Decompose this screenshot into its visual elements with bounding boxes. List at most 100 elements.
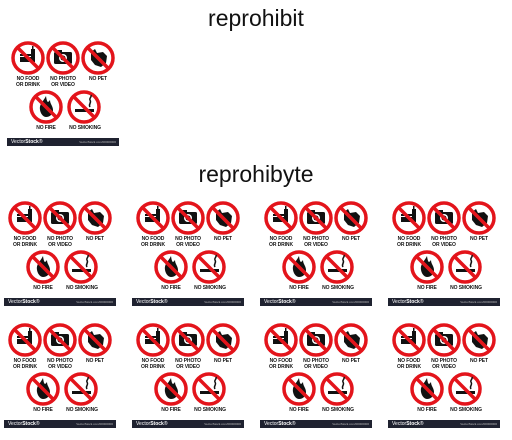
label-no-fire: NO FIRE — [417, 407, 437, 413]
no-fire-icon — [282, 372, 316, 406]
label-no-photo: NO PHOTO OR VIDEO — [431, 236, 457, 248]
brand-watermark: VectorStock® — [8, 299, 40, 305]
brand-watermark: VectorStock® — [11, 139, 43, 145]
label-no-food: NO FOOD OR DRINK — [13, 236, 37, 248]
no-smoking-icon — [448, 250, 482, 284]
brand-watermark: VectorStock® — [392, 299, 424, 305]
prohibition-signs-image-top[interactable]: NO FOOD OR DRINK NO PHOTO OR VIDEO NO PET … — [7, 38, 119, 146]
label-no-pet: NO PET — [341, 236, 360, 242]
watermark-bar: VectorStock® VectorStock.com/00000000 — [132, 298, 244, 306]
image-id-text: VectorStock.com/00000000 — [332, 422, 369, 426]
no-fire-icon — [29, 90, 63, 124]
label-no-smoking: NO SMOKING — [66, 407, 98, 413]
label-no-smoking: NO SMOKING — [66, 285, 98, 291]
brand-watermark: VectorStock® — [136, 299, 168, 305]
no-pet-icon — [462, 201, 496, 235]
prohibition-signs-image[interactable]: NO FOOD OR DRINK NO PHOTO OR VIDEO NO PET … — [4, 198, 116, 306]
label-no-photo: NO PHOTO OR VIDEO — [303, 358, 329, 370]
image-id-text: VectorStock.com/00000000 — [79, 140, 116, 144]
watermark-bar: VectorStock® VectorStock.com/00000000 — [4, 420, 116, 428]
no-food-icon — [264, 201, 298, 235]
label-no-food: NO FOOD OR DRINK — [397, 358, 421, 370]
label-no-smoking: NO SMOKING — [194, 407, 226, 413]
no-smoking-icon — [448, 372, 482, 406]
label-no-food: NO FOOD OR DRINK — [13, 358, 37, 370]
no-photo-icon — [427, 201, 461, 235]
label-no-photo: NO PHOTO OR VIDEO — [303, 236, 329, 248]
no-food-icon — [8, 201, 42, 235]
watermark-bar: VectorStock® VectorStock.com/00000000 — [260, 420, 372, 428]
no-smoking-icon — [67, 90, 101, 124]
no-photo-icon — [299, 201, 333, 235]
no-smoking-icon — [320, 250, 354, 284]
prohibition-signs-image[interactable]: NO FOOD OR DRINK NO PHOTO OR VIDEO NO PET … — [132, 320, 244, 428]
label-no-photo: NO PHOTO OR VIDEO — [47, 236, 73, 248]
prohibition-signs-image[interactable]: NO FOOD OR DRINK NO PHOTO OR VIDEO NO PET … — [4, 320, 116, 428]
label-no-food: NO FOOD OR DRINK — [269, 358, 293, 370]
image-id-text: VectorStock.com/00000000 — [76, 422, 113, 426]
no-pet-icon — [206, 323, 240, 357]
label-no-smoking: NO SMOKING — [322, 407, 354, 413]
no-smoking-icon — [192, 372, 226, 406]
label-no-smoking: NO SMOKING — [450, 285, 482, 291]
label-no-smoking: NO SMOKING — [194, 285, 226, 291]
no-pet-icon — [206, 201, 240, 235]
no-food-icon — [8, 323, 42, 357]
label-no-fire: NO FIRE — [33, 407, 53, 413]
label-no-pet: NO PET — [213, 358, 232, 364]
no-pet-icon — [78, 323, 112, 357]
no-fire-icon — [154, 372, 188, 406]
image-id-text: VectorStock.com/00000000 — [204, 300, 241, 304]
image-id-text: VectorStock.com/00000000 — [204, 422, 241, 426]
watermark-bar: VectorStock® VectorStock.com/00000000 — [4, 298, 116, 306]
label-no-fire: NO FIRE — [289, 285, 309, 291]
brand-watermark: VectorStock® — [264, 421, 296, 427]
label-no-food: NO FOOD OR DRINK — [16, 76, 40, 88]
watermark-bar: VectorStock® VectorStock.com/00000000 — [260, 298, 372, 306]
label-no-photo: NO PHOTO OR VIDEO — [50, 76, 76, 88]
label-no-fire: NO FIRE — [161, 285, 181, 291]
prohibition-signs-image[interactable]: NO FOOD OR DRINK NO PHOTO OR VIDEO NO PET … — [132, 198, 244, 306]
no-pet-icon — [462, 323, 496, 357]
watermark-bar: VectorStock® VectorStock.com/00000000 — [388, 420, 500, 428]
no-photo-icon — [427, 323, 461, 357]
image-id-text: VectorStock.com/00000000 — [76, 300, 113, 304]
no-fire-icon — [410, 372, 444, 406]
no-smoking-icon — [64, 250, 98, 284]
no-photo-icon — [299, 323, 333, 357]
watermark-bar: VectorStock® VectorStock.com/00000000 — [7, 138, 119, 146]
no-fire-icon — [282, 250, 316, 284]
image-id-text: VectorStock.com/00000000 — [460, 300, 497, 304]
label-no-pet: NO PET — [85, 358, 104, 364]
no-food-icon — [136, 201, 170, 235]
no-food-icon — [11, 41, 45, 75]
prohibition-signs-image[interactable]: NO FOOD OR DRINK NO PHOTO OR VIDEO NO PET … — [260, 320, 372, 428]
label-no-food: NO FOOD OR DRINK — [269, 236, 293, 248]
no-photo-icon — [46, 41, 80, 75]
label-no-pet: NO PET — [341, 358, 360, 364]
watermark-bar: VectorStock® VectorStock.com/00000000 — [132, 420, 244, 428]
prohibition-signs-image[interactable]: NO FOOD OR DRINK NO PHOTO OR VIDEO NO PET … — [388, 320, 500, 428]
brand-watermark: VectorStock® — [392, 421, 424, 427]
no-pet-icon — [334, 323, 368, 357]
no-food-icon — [264, 323, 298, 357]
no-photo-icon — [171, 323, 205, 357]
no-food-icon — [392, 323, 426, 357]
prohibition-signs-image[interactable]: NO FOOD OR DRINK NO PHOTO OR VIDEO NO PET … — [260, 198, 372, 306]
no-fire-icon — [26, 372, 60, 406]
label-no-smoking: NO SMOKING — [69, 125, 101, 131]
no-smoking-icon — [192, 250, 226, 284]
no-pet-icon — [81, 41, 115, 75]
no-photo-icon — [171, 201, 205, 235]
label-no-fire: NO FIRE — [33, 285, 53, 291]
no-food-icon — [392, 201, 426, 235]
prohibition-signs-image[interactable]: NO FOOD OR DRINK NO PHOTO OR VIDEO NO PET … — [388, 198, 500, 306]
label-no-smoking: NO SMOKING — [450, 407, 482, 413]
no-fire-icon — [26, 250, 60, 284]
label-no-pet: NO PET — [88, 76, 107, 82]
label-no-food: NO FOOD OR DRINK — [141, 358, 165, 370]
label-no-pet: NO PET — [85, 236, 104, 242]
no-photo-icon — [43, 323, 77, 357]
label-no-fire: NO FIRE — [36, 125, 56, 131]
label-no-food: NO FOOD OR DRINK — [141, 236, 165, 248]
